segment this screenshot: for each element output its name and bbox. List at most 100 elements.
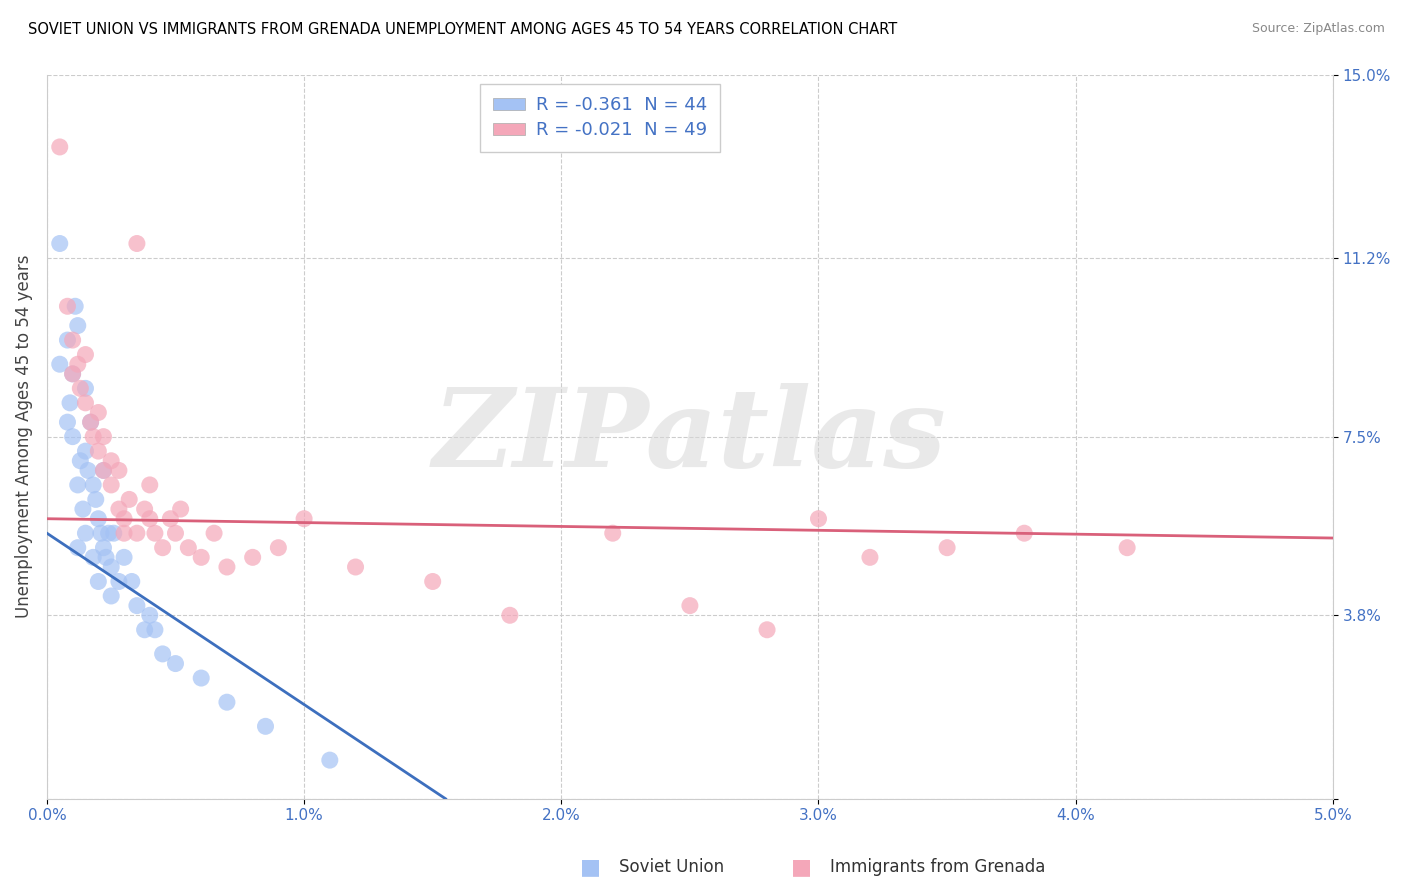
Point	[165, 657, 187, 671]
Point	[267, 541, 290, 555]
Point	[112, 512, 135, 526]
Point	[66, 478, 89, 492]
Point	[112, 550, 135, 565]
Point	[807, 512, 830, 526]
Point	[62, 430, 84, 444]
Point	[75, 526, 97, 541]
Point	[66, 541, 89, 555]
Text: SOVIET UNION VS IMMIGRANTS FROM GRENADA UNEMPLOYMENT AMONG AGES 45 TO 54 YEARS C: SOVIET UNION VS IMMIGRANTS FROM GRENADA …	[28, 22, 897, 37]
Point	[87, 574, 110, 589]
Point	[242, 550, 264, 565]
Point	[936, 541, 959, 555]
Point	[139, 608, 162, 623]
Point	[143, 623, 166, 637]
Point	[859, 550, 882, 565]
Text: Immigrants from Grenada: Immigrants from Grenada	[830, 858, 1045, 876]
Y-axis label: Unemployment Among Ages 45 to 54 years: Unemployment Among Ages 45 to 54 years	[15, 255, 32, 618]
Point	[202, 526, 225, 541]
Point	[499, 608, 522, 623]
Point	[62, 367, 84, 381]
Point	[87, 512, 110, 526]
Legend: R = -0.361  N = 44, R = -0.021  N = 49: R = -0.361 N = 44, R = -0.021 N = 49	[479, 84, 720, 152]
Point	[422, 574, 444, 589]
Point	[215, 560, 238, 574]
Point	[152, 541, 174, 555]
Point	[77, 463, 100, 477]
Text: Soviet Union: Soviet Union	[619, 858, 724, 876]
Text: ■: ■	[581, 857, 600, 877]
Point	[134, 502, 156, 516]
Point	[56, 415, 79, 429]
Point	[87, 444, 110, 458]
Point	[63, 299, 86, 313]
Point	[319, 753, 342, 767]
Point	[108, 463, 131, 477]
Point	[100, 589, 122, 603]
Point	[93, 463, 115, 477]
Point	[79, 415, 101, 429]
Point	[93, 463, 115, 477]
Point	[215, 695, 238, 709]
Point	[100, 454, 122, 468]
Point	[118, 492, 141, 507]
Point	[108, 502, 131, 516]
Point	[94, 550, 117, 565]
Point	[93, 430, 115, 444]
Point	[602, 526, 624, 541]
Point	[103, 526, 125, 541]
Point	[134, 623, 156, 637]
Point	[82, 550, 104, 565]
Point	[112, 526, 135, 541]
Point	[79, 415, 101, 429]
Point	[756, 623, 779, 637]
Point	[97, 526, 120, 541]
Point	[90, 526, 112, 541]
Point	[66, 318, 89, 333]
Point	[62, 367, 84, 381]
Point	[165, 526, 187, 541]
Point	[72, 502, 94, 516]
Point	[139, 478, 162, 492]
Point	[66, 357, 89, 371]
Point	[177, 541, 200, 555]
Point	[93, 541, 115, 555]
Point	[75, 444, 97, 458]
Point	[59, 396, 82, 410]
Point	[69, 381, 91, 395]
Point	[48, 140, 70, 154]
Point	[139, 512, 162, 526]
Point	[82, 430, 104, 444]
Point	[75, 381, 97, 395]
Point	[75, 347, 97, 361]
Point	[87, 405, 110, 419]
Point	[121, 574, 143, 589]
Point	[190, 671, 212, 685]
Point	[1012, 526, 1035, 541]
Point	[190, 550, 212, 565]
Point	[125, 599, 148, 613]
Point	[125, 526, 148, 541]
Point	[56, 333, 79, 347]
Point	[56, 299, 79, 313]
Point	[84, 492, 107, 507]
Point	[1116, 541, 1139, 555]
Text: ZIPatlas: ZIPatlas	[433, 383, 946, 491]
Point	[100, 478, 122, 492]
Point	[62, 333, 84, 347]
Point	[125, 236, 148, 251]
Point	[169, 502, 191, 516]
Text: Source: ZipAtlas.com: Source: ZipAtlas.com	[1251, 22, 1385, 36]
Point	[100, 560, 122, 574]
Point	[143, 526, 166, 541]
Point	[679, 599, 702, 613]
Point	[292, 512, 315, 526]
Point	[344, 560, 367, 574]
Point	[159, 512, 181, 526]
Point	[82, 478, 104, 492]
Point	[108, 574, 131, 589]
Point	[48, 236, 70, 251]
Point	[69, 454, 91, 468]
Point	[152, 647, 174, 661]
Point	[48, 357, 70, 371]
Point	[75, 396, 97, 410]
